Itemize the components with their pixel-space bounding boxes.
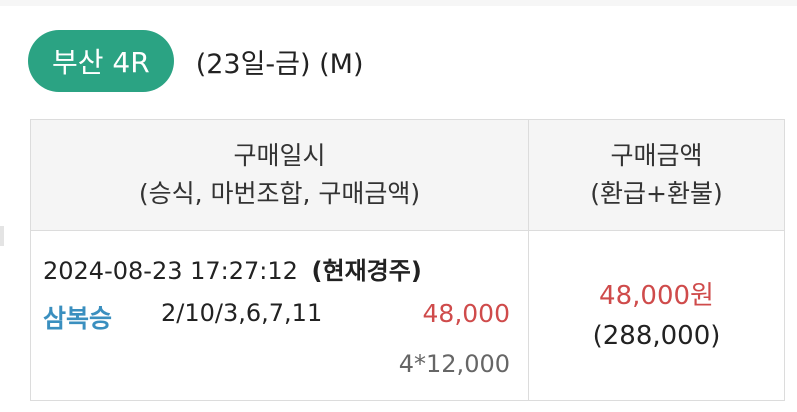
race-header: 부산 4R (23일-금) (M) [28, 26, 364, 96]
total-amount: 48,000원 [599, 280, 714, 311]
purchase-time: 2024-08-23 17:27:12 (현재경주) [43, 251, 422, 286]
bet-detail: 4*12,000 [398, 350, 510, 378]
purchase-history-card: 부산 4R (23일-금) (M) 구매일시 (승식, 마번조합, 구매금액) … [0, 6, 797, 412]
left-edge-marker [0, 226, 4, 246]
purchase-detail-cell: 2024-08-23 17:27:12 (현재경주) 삼복승 2/10/3,6,… [31, 231, 529, 400]
refund-amount: (288,000) [592, 320, 721, 351]
header-purchase-datetime-title: 구매일시 [233, 141, 326, 170]
current-race-label: (현재경주) [311, 257, 422, 285]
purchase-timestamp: 2024-08-23 17:27:12 [43, 257, 298, 285]
header-purchase-amount: 구매금액 (환급+환불) [529, 120, 784, 231]
purchase-amount-cell: 48,000원 (288,000) [529, 231, 784, 400]
race-badge: 부산 4R [28, 30, 174, 92]
bet-combination: 2/10/3,6,7,11 [161, 299, 323, 327]
header-purchase-datetime: 구매일시 (승식, 마번조합, 구매금액) [31, 120, 529, 231]
header-purchase-amount-subtitle: (환급+환불) [590, 179, 723, 208]
bet-amount: 48,000 [422, 299, 510, 328]
bet-type: 삼복승 [43, 304, 113, 333]
purchase-table: 구매일시 (승식, 마번조합, 구매금액) 구매금액 (환급+환불) 2024-… [30, 119, 785, 401]
header-purchase-amount-title: 구매금액 [610, 141, 703, 170]
header-purchase-datetime-subtitle: (승식, 마번조합, 구매금액) [138, 179, 421, 208]
race-meta: (23일-금) (M) [195, 48, 364, 80]
